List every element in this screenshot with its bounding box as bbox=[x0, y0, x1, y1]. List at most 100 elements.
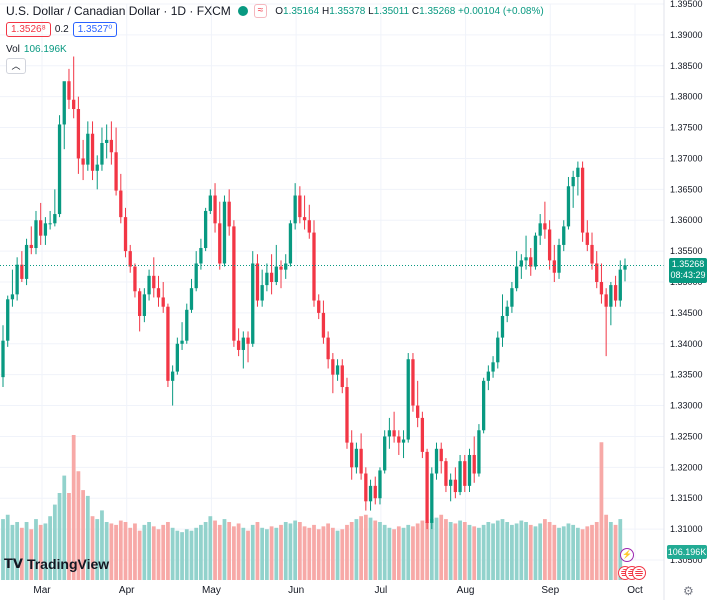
volume-bar bbox=[533, 526, 538, 580]
time-tick-label: Sep bbox=[541, 585, 559, 596]
candle-body bbox=[20, 264, 24, 279]
candle-body bbox=[274, 266, 278, 282]
bid-ask-panel: 1.3526⁸ 0.2 1.3527⁰ bbox=[6, 22, 118, 37]
volume-bar bbox=[293, 520, 298, 580]
volume-bar bbox=[510, 524, 514, 580]
high-label: H bbox=[321, 5, 330, 17]
candle-body bbox=[340, 365, 344, 388]
candle bbox=[566, 176, 571, 230]
candle-body bbox=[72, 99, 76, 110]
volume-bar bbox=[128, 527, 133, 580]
candle bbox=[477, 424, 481, 477]
candle-body bbox=[595, 263, 599, 282]
volume-bar bbox=[538, 523, 543, 580]
candle bbox=[552, 244, 556, 282]
volume-bar bbox=[109, 523, 114, 580]
candle-body bbox=[529, 257, 533, 267]
candle bbox=[293, 183, 297, 230]
volume-bar bbox=[491, 523, 495, 580]
candle bbox=[53, 189, 57, 227]
candle-body bbox=[90, 133, 95, 171]
candle bbox=[335, 359, 340, 381]
candle-body bbox=[10, 294, 15, 300]
volume-bar bbox=[406, 524, 411, 580]
candle-body bbox=[411, 359, 415, 406]
candle bbox=[62, 81, 66, 150]
lightning-icon[interactable]: ⚡ bbox=[620, 548, 634, 562]
tradingview-logo[interactable]: 𝗧𝗩 TradingView bbox=[4, 556, 109, 572]
candle bbox=[609, 282, 613, 326]
candle-body bbox=[100, 143, 104, 165]
volume-bar bbox=[34, 519, 38, 580]
volume-bar bbox=[274, 527, 279, 580]
volume-bar bbox=[180, 532, 184, 580]
volume-bar bbox=[269, 526, 274, 580]
candle bbox=[39, 202, 43, 245]
volume-bar bbox=[147, 522, 151, 580]
candle bbox=[81, 139, 85, 181]
volume-bar bbox=[208, 516, 213, 580]
candle-body bbox=[227, 201, 231, 227]
candle-body bbox=[95, 164, 99, 171]
volume-bar bbox=[401, 527, 406, 580]
volume-bar bbox=[175, 530, 180, 580]
symbol-legend: U.S. Dollar / Canadian Dollar · 1D · FXC… bbox=[6, 4, 544, 18]
candle-body bbox=[298, 195, 302, 218]
candle bbox=[105, 124, 109, 159]
volume-bar bbox=[38, 524, 43, 580]
candle bbox=[359, 433, 363, 480]
volume-bar bbox=[194, 527, 199, 580]
symbol-title[interactable]: U.S. Dollar / Canadian Dollar · 1D · FXC… bbox=[6, 4, 231, 18]
collapse-legend-button[interactable]: ︿ bbox=[6, 58, 26, 74]
candle bbox=[387, 417, 392, 449]
volume-bar bbox=[95, 519, 100, 580]
volume-bar bbox=[241, 527, 246, 580]
sell-button[interactable]: 1.3526⁸ bbox=[6, 22, 51, 37]
candle-body bbox=[609, 285, 613, 307]
candle-body bbox=[481, 380, 486, 431]
volume-bar bbox=[76, 471, 81, 580]
candle-body bbox=[161, 297, 165, 307]
volume-layer bbox=[1, 435, 623, 580]
volume-bar bbox=[100, 510, 104, 580]
candle-body bbox=[486, 371, 490, 381]
candle bbox=[128, 244, 132, 273]
price-tick-label: 1.32500 bbox=[670, 431, 703, 441]
gear-icon[interactable]: ⚙ bbox=[683, 584, 694, 598]
volume-bar bbox=[429, 519, 434, 580]
volume-bar bbox=[307, 527, 312, 580]
volume-bar bbox=[24, 522, 29, 580]
candle-body bbox=[312, 232, 316, 301]
volume-bar bbox=[213, 520, 217, 580]
candle bbox=[265, 263, 269, 292]
volume-bar bbox=[312, 524, 316, 580]
candle-body bbox=[29, 244, 33, 249]
candle-body bbox=[613, 285, 618, 301]
volume-bar bbox=[166, 522, 170, 580]
buy-button[interactable]: 1.3527⁰ bbox=[72, 22, 118, 37]
candle-body bbox=[185, 309, 189, 341]
volume-bar bbox=[137, 530, 142, 580]
tv-logo-icon: 𝗧𝗩 bbox=[4, 556, 23, 571]
candle bbox=[109, 121, 114, 165]
price-tick-label: 1.36500 bbox=[670, 184, 703, 194]
price-tick-label: 1.32000 bbox=[670, 462, 703, 472]
candle bbox=[1, 325, 5, 388]
candle-body bbox=[472, 454, 476, 474]
volume-bar bbox=[608, 522, 613, 580]
candle-body bbox=[406, 359, 410, 440]
candle-body bbox=[246, 337, 250, 344]
candle bbox=[119, 173, 123, 224]
candle-body bbox=[345, 387, 349, 443]
candle-body bbox=[260, 285, 264, 301]
candle bbox=[156, 275, 161, 307]
candle bbox=[392, 411, 396, 443]
candle-body bbox=[175, 343, 179, 372]
candle-body bbox=[519, 260, 523, 267]
volume-bar bbox=[184, 529, 189, 580]
us-flag-icon[interactable] bbox=[632, 566, 646, 580]
candle-body bbox=[284, 263, 288, 270]
candle-body bbox=[208, 195, 212, 211]
candle-body bbox=[142, 294, 147, 316]
